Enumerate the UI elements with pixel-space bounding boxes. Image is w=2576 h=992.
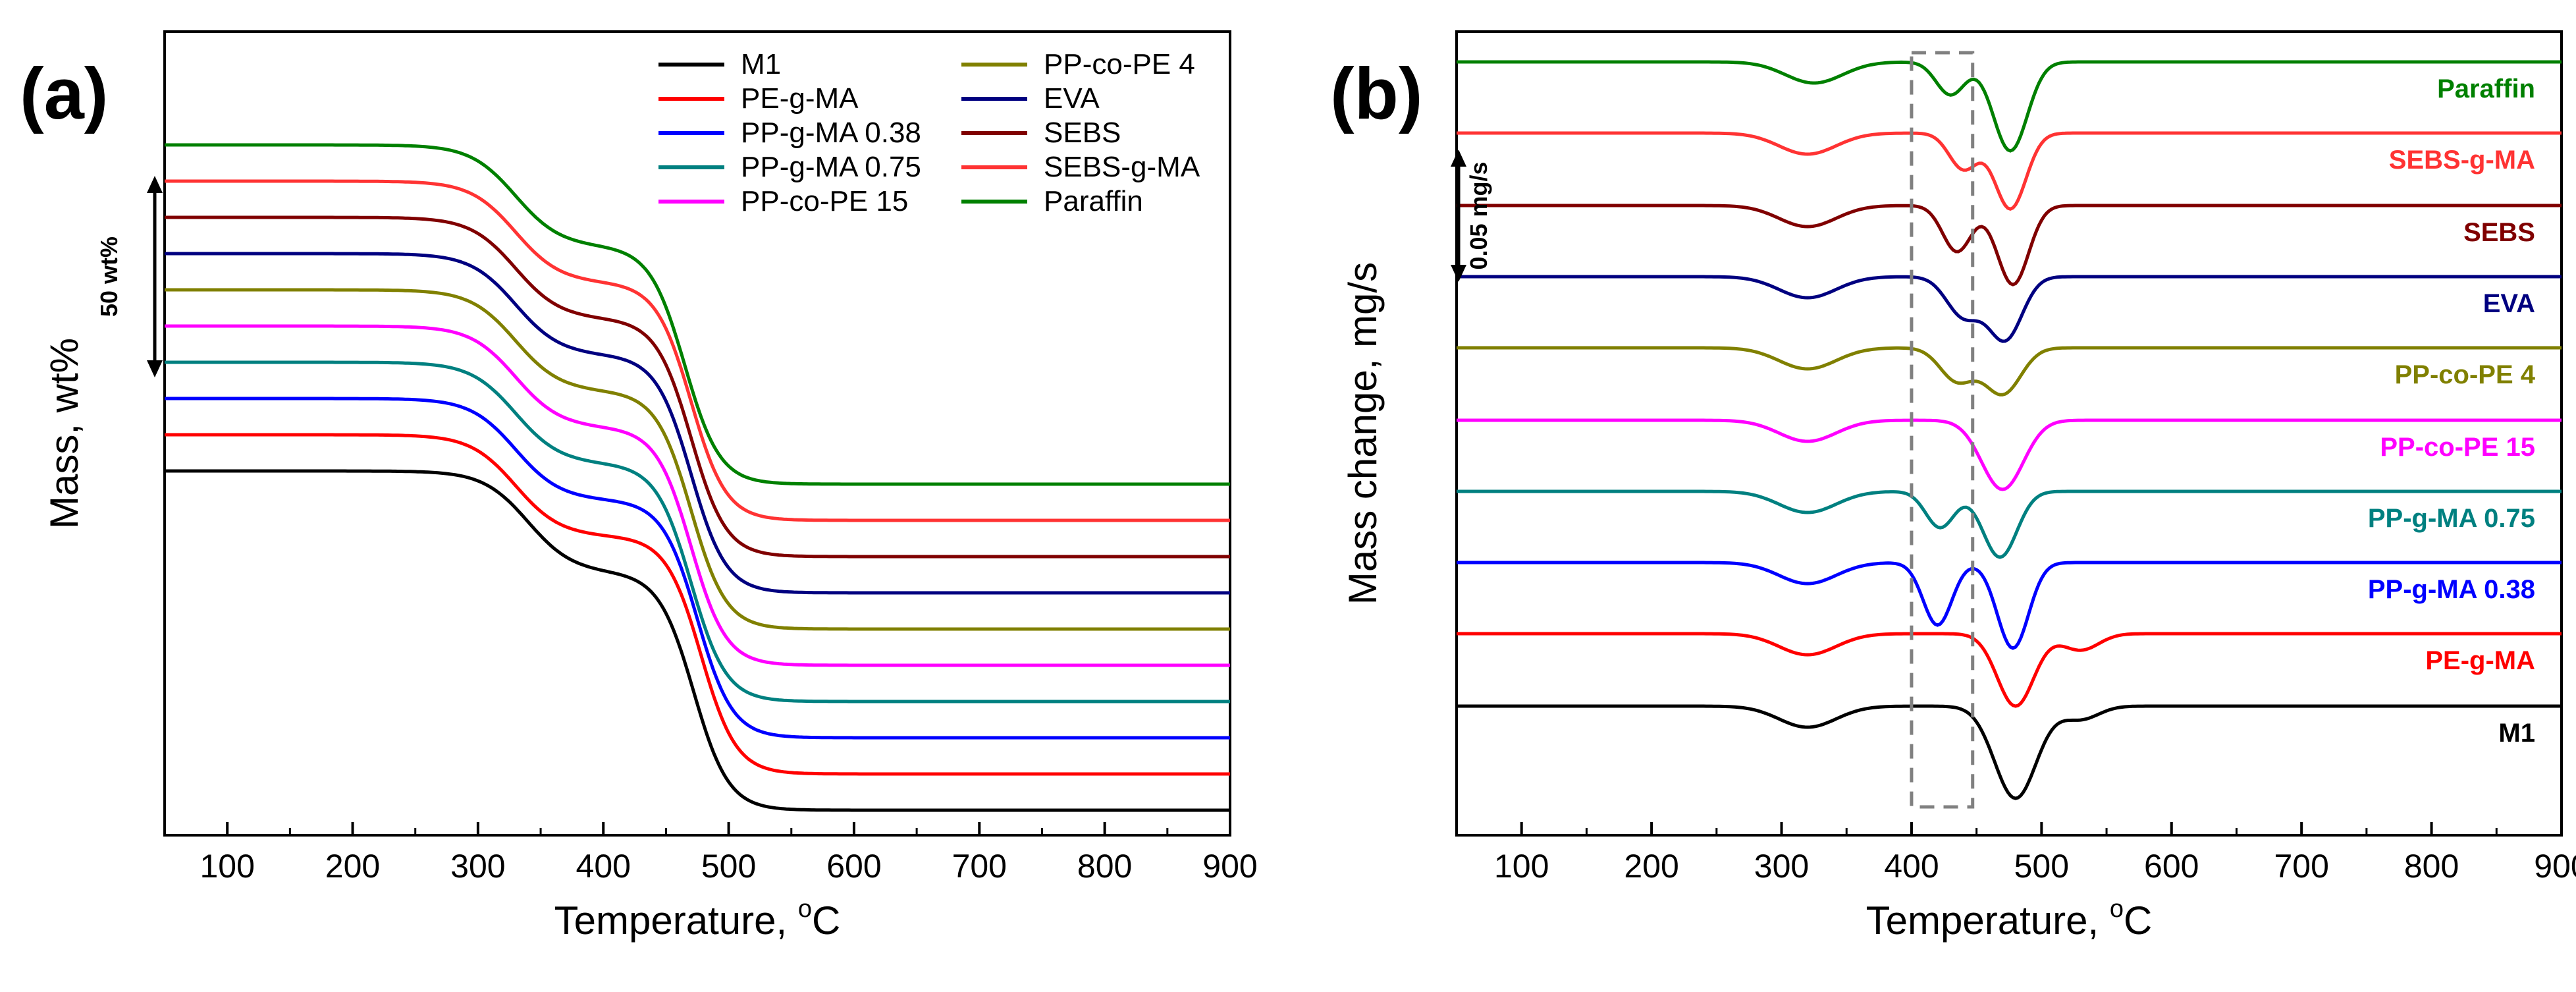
x-tick-label: 100 bbox=[1494, 848, 1549, 885]
legend-label-sebs: SEBS bbox=[1044, 117, 1121, 149]
dtg-curve-eva bbox=[1457, 275, 2562, 343]
x-tick-label: 900 bbox=[2534, 848, 2576, 885]
curve-label-sebs-g-ma: SEBS-g-MA bbox=[2389, 146, 2535, 175]
x-axis-unit: C bbox=[2124, 898, 2152, 943]
curve-pp-g-ma-0-38 bbox=[165, 397, 1230, 740]
x-axis-label-text: Temperature, bbox=[1866, 898, 2110, 943]
panel-b-dtg-chart: 100 200 300 400 500 600 700 800 900 Temperature, … bbox=[1341, 30, 2576, 943]
curve-eva bbox=[165, 252, 1230, 595]
x-tick-label: 400 bbox=[1884, 848, 1939, 885]
dtg-curve-pp-co-pe-15 bbox=[1457, 418, 2562, 491]
dtg-curve-m1 bbox=[1457, 704, 2562, 800]
panel-label-b: (b) bbox=[1330, 53, 1422, 134]
curve-pe-g-ma bbox=[165, 433, 1230, 776]
curve-sebs bbox=[165, 215, 1230, 559]
dtg-curve-pp-co-pe-4 bbox=[1457, 346, 2562, 397]
dtg-curve-sebs bbox=[1457, 204, 2562, 287]
plot-frame bbox=[1455, 30, 2563, 837]
scale-bar-arrow-up bbox=[147, 176, 163, 193]
x-tick-label: 600 bbox=[2144, 848, 2199, 885]
y-axis-label: Mass change, mg/s bbox=[1341, 262, 1385, 605]
curve-pp-co-pe-4 bbox=[165, 288, 1230, 631]
x-tick-label: 700 bbox=[2274, 848, 2328, 885]
x-axis-unit-degree: o bbox=[798, 895, 812, 923]
curve-label-pp-co-pe-15: PP-co-PE 15 bbox=[2380, 433, 2535, 462]
x-tick-label: 500 bbox=[701, 848, 756, 885]
scale-bar-arrow-down bbox=[147, 360, 163, 377]
legend-label-eva: EVA bbox=[1044, 82, 1100, 115]
dtg-curve-pe-g-ma bbox=[1457, 632, 2562, 708]
curve-m1 bbox=[165, 469, 1230, 812]
x-tick-label: 600 bbox=[826, 848, 881, 885]
curve-paraffin bbox=[165, 143, 1230, 486]
x-axis-label: Temperature, oC bbox=[1866, 895, 2153, 943]
curve-label-sebs: SEBS bbox=[2463, 218, 2535, 247]
x-tick-label: 500 bbox=[2014, 848, 2069, 885]
legend-label-pp-g-ma-0-38: PP-g-MA 0.38 bbox=[741, 117, 921, 149]
curve-label-m1: M1 bbox=[2498, 719, 2535, 748]
x-axis-label-text: Temperature, bbox=[554, 898, 798, 943]
dtg-curve-sebs-g-ma bbox=[1457, 131, 2562, 211]
curve-label-pp-co-pe-4: PP-co-PE 4 bbox=[2395, 360, 2536, 389]
legend: M1 PP-co-PE 4 PE-g-MA EVA PP-g-MA 0.38 SEBS PP… bbox=[658, 48, 1200, 217]
legend-label-pp-g-ma-0-75: PP-g-MA 0.75 bbox=[741, 151, 921, 183]
x-tick-label: 200 bbox=[1624, 848, 1678, 885]
scale-bar-label: 0.05 mg/s bbox=[1465, 161, 1492, 269]
curve-label-pe-g-ma: PE-g-MA bbox=[2425, 646, 2535, 675]
legend-label-pp-co-pe-4: PP-co-PE 4 bbox=[1044, 48, 1195, 80]
dtg-curve-pp-g-ma-0-75 bbox=[1457, 489, 2562, 559]
legend-label-sebs-g-ma: SEBS-g-MA bbox=[1044, 151, 1200, 183]
curve-label-pp-g-ma-0-75: PP-g-MA 0.75 bbox=[2368, 504, 2535, 533]
highlight-region bbox=[1910, 51, 1975, 809]
legend-label-pe-g-ma: PE-g-MA bbox=[741, 82, 859, 115]
x-tick-label: 800 bbox=[2404, 848, 2459, 885]
x-axis-unit-degree: o bbox=[2110, 895, 2124, 923]
x-axis-label: Temperature, oC bbox=[554, 895, 841, 943]
legend-label-paraffin: Paraffin bbox=[1044, 185, 1143, 217]
dtg-curve-paraffin bbox=[1457, 60, 2562, 153]
curve-pp-g-ma-0-75 bbox=[165, 360, 1230, 703]
x-tick-label: 100 bbox=[200, 848, 254, 885]
x-tick-label: 800 bbox=[1077, 848, 1132, 885]
x-axis-unit: C bbox=[812, 898, 840, 943]
panel-label-a: (a) bbox=[20, 53, 108, 134]
x-tick-label: 700 bbox=[952, 848, 1007, 885]
x-tick-label: 200 bbox=[325, 848, 380, 885]
scale-bar-arrow-down bbox=[1451, 265, 1466, 282]
panel-a-tga-chart: 100 200 300 400 500 600 700 800 900 Temperature, … bbox=[42, 30, 1258, 943]
curve-label-eva: EVA bbox=[2483, 289, 2535, 318]
y-axis-label: Mass, wt% bbox=[42, 338, 86, 529]
x-tick-label: 300 bbox=[1754, 848, 1809, 885]
x-tick-label: 900 bbox=[1202, 848, 1257, 885]
scale-bar-label: 50 wt% bbox=[95, 236, 122, 317]
x-tick-label: 400 bbox=[576, 848, 631, 885]
scale-bar-arrow-up bbox=[1451, 150, 1466, 167]
dtg-curve-pp-g-ma-0-38 bbox=[1457, 561, 2562, 650]
curve-pp-co-pe-15 bbox=[165, 324, 1230, 667]
legend-label-m1: M1 bbox=[741, 48, 781, 80]
curve-sebs-g-ma bbox=[165, 179, 1230, 522]
x-tick-label: 300 bbox=[450, 848, 505, 885]
curve-label-paraffin: Paraffin bbox=[2437, 74, 2535, 103]
legend-label-pp-co-pe-15: PP-co-PE 15 bbox=[741, 185, 908, 217]
curve-label-pp-g-ma-0-38: PP-g-MA 0.38 bbox=[2368, 575, 2535, 604]
